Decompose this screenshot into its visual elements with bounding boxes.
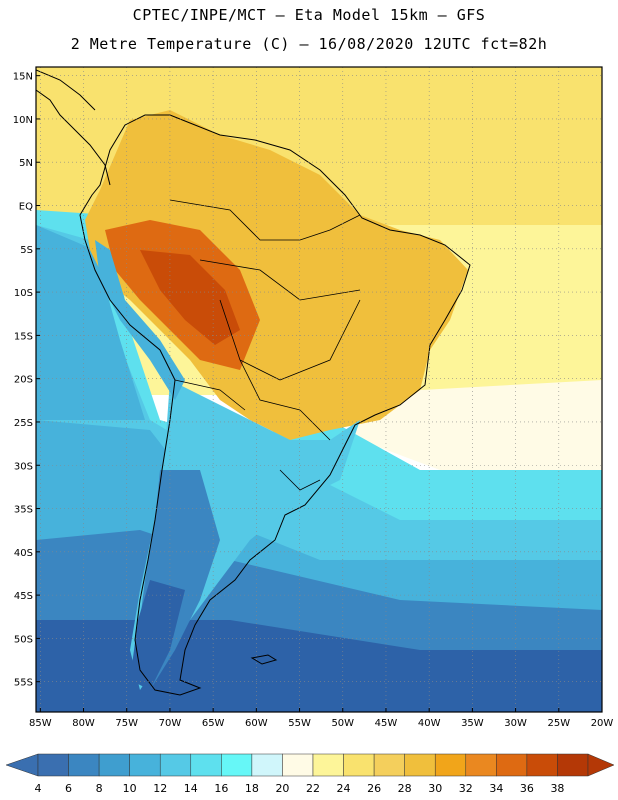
colorbar-label: 38 bbox=[550, 782, 564, 795]
colorbar-swatch bbox=[526, 753, 558, 777]
pacific-cyan-west bbox=[36, 225, 145, 420]
colorbar-label: 24 bbox=[337, 782, 351, 795]
colorbar-swatch bbox=[159, 753, 192, 777]
lon-label: 25W bbox=[547, 718, 570, 729]
colorbar-label: 36 bbox=[520, 782, 534, 795]
longitude-labels: 85W 80W 75W 70W 65W 60W 55W 50W 45W 40W 35W 30W 25W 2… bbox=[29, 708, 613, 729]
colorbar-label: 10 bbox=[123, 782, 137, 795]
colorbar-label: 4 bbox=[35, 782, 42, 795]
lat-label: 55S bbox=[14, 678, 33, 689]
colorbar-label: 22 bbox=[306, 782, 320, 795]
colorbar-label: 16 bbox=[214, 782, 228, 795]
chart-title-line1: CPTEC/INPE/MCT – Eta Model 15km – GFS bbox=[132, 6, 486, 24]
lat-label: 25S bbox=[14, 418, 33, 429]
lat-label: 45S bbox=[14, 591, 33, 602]
lon-label: 20W bbox=[591, 718, 614, 729]
colorbar-swatch bbox=[37, 753, 69, 777]
lat-label: 15S bbox=[14, 331, 33, 342]
central-america-outline bbox=[36, 69, 111, 186]
colorbar-swatch bbox=[251, 753, 283, 777]
colorbar-swatch bbox=[465, 753, 497, 777]
colorbar: 4 6 8 10 12 14 16 18 20 22 24 26 28 30 32 34 36 38 bbox=[5, 753, 615, 795]
colorbar-swatch bbox=[190, 753, 222, 777]
lat-label: 15N bbox=[13, 72, 33, 83]
lon-label: 35W bbox=[461, 718, 484, 729]
lat-label: 20S bbox=[14, 375, 33, 386]
colorbar-swatch bbox=[373, 753, 405, 777]
colorbar-label: 20 bbox=[275, 782, 289, 795]
lat-label: 10S bbox=[14, 288, 33, 299]
land-warm bbox=[85, 110, 468, 440]
land-coldest-patagonia bbox=[130, 580, 185, 690]
colorbar-swatch bbox=[221, 753, 253, 777]
lat-label: 10N bbox=[13, 115, 33, 126]
lon-label: 30W bbox=[504, 718, 527, 729]
colorbar-swatch bbox=[312, 753, 344, 777]
colorbar-label: 34 bbox=[489, 782, 503, 795]
colorbar-label: 32 bbox=[459, 782, 473, 795]
lon-label: 40W bbox=[418, 718, 441, 729]
temperature-map: 15N 10N 5N EQ 5S 10S 15S 20S 25S 30S 35S 40S 45S 50S 5… bbox=[13, 66, 613, 729]
latitude-labels: 15N 10N 5N EQ 5S 10S 15S 20S 25S 30S 35S 40S 45S 50S 5… bbox=[13, 72, 40, 689]
land-hottest bbox=[140, 250, 240, 345]
colorbar-label: 30 bbox=[428, 782, 442, 795]
colorbar-label: 6 bbox=[65, 782, 72, 795]
colorbar-swatch bbox=[496, 753, 528, 777]
colorbar-swatch bbox=[68, 753, 100, 777]
lon-label: 55W bbox=[288, 718, 311, 729]
colorbar-right-arrow bbox=[587, 753, 615, 777]
colorbar-swatch bbox=[282, 753, 314, 777]
colorbar-left-arrow bbox=[5, 753, 39, 777]
lat-label: 35S bbox=[14, 505, 33, 516]
lon-label: 70W bbox=[159, 718, 182, 729]
colorbar-label: 18 bbox=[245, 782, 259, 795]
colorbar-label: 12 bbox=[153, 782, 167, 795]
colorbar-label: 8 bbox=[96, 782, 103, 795]
lat-label: 40S bbox=[14, 548, 33, 559]
lat-label: 30S bbox=[14, 461, 33, 472]
map-frame bbox=[35, 66, 603, 713]
andes-cool-strip bbox=[95, 240, 185, 400]
lon-label: 80W bbox=[72, 718, 95, 729]
colorbar-swatch bbox=[557, 753, 589, 777]
lat-label: 5N bbox=[19, 158, 33, 169]
colorbar-label: 14 bbox=[184, 782, 198, 795]
colorbar-swatch bbox=[343, 753, 375, 777]
colorbar-swatch bbox=[98, 753, 130, 777]
falkland-islands bbox=[250, 654, 278, 665]
colorbar-label: 26 bbox=[367, 782, 381, 795]
country-borders bbox=[169, 199, 361, 491]
colorbar-swatch bbox=[434, 753, 467, 777]
colorbar-swatch bbox=[129, 753, 161, 777]
lat-label: 5S bbox=[20, 245, 33, 256]
colorbar-swatch bbox=[404, 753, 436, 777]
south-america-outline bbox=[79, 114, 471, 696]
colorbar-label: 28 bbox=[398, 782, 412, 795]
lat-label: EQ bbox=[19, 202, 33, 213]
lat-label: 50S bbox=[14, 634, 33, 645]
lon-label: 85W bbox=[29, 718, 52, 729]
lon-label: 75W bbox=[115, 718, 138, 729]
chart-title-line2: 2 Metre Temperature (C) – 16/08/2020 12U… bbox=[70, 35, 548, 53]
lon-label: 65W bbox=[202, 718, 225, 729]
lon-label: 60W bbox=[245, 718, 268, 729]
lon-label: 50W bbox=[331, 718, 354, 729]
lon-label: 45W bbox=[375, 718, 398, 729]
